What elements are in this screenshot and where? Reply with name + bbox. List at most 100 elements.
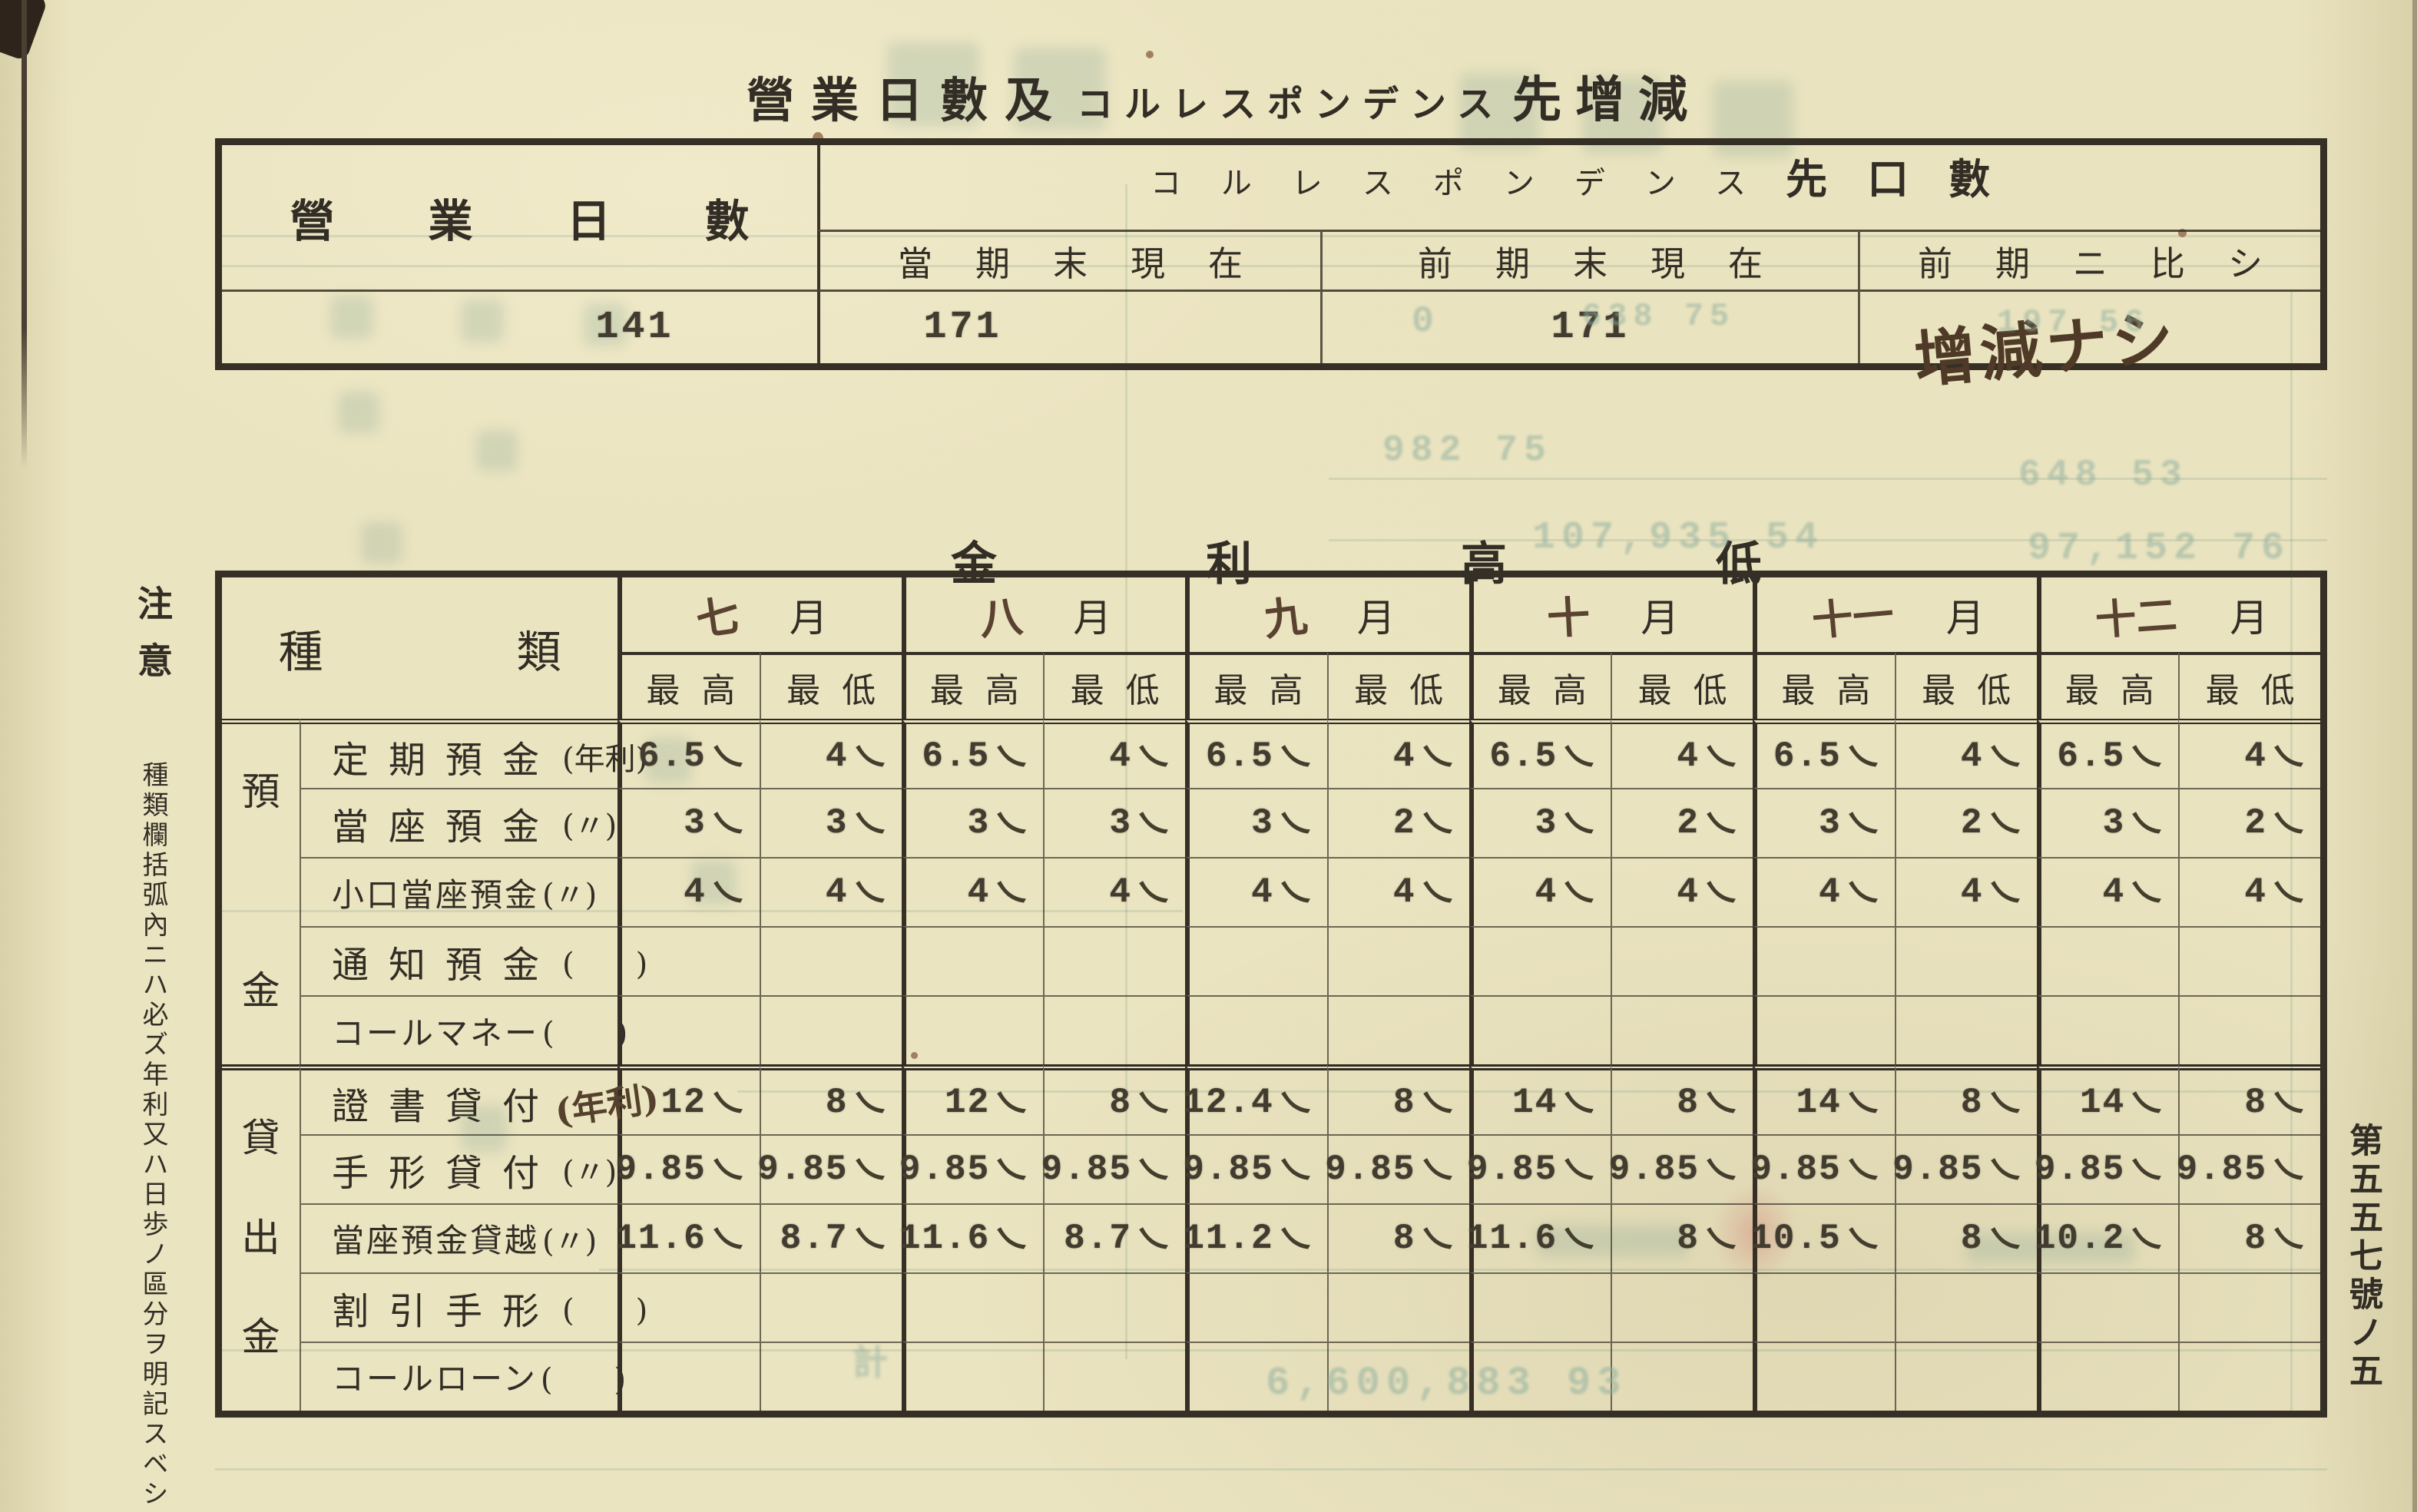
rate-cell-r6-m3-low: 9.85 ノ (1609, 1133, 1753, 1203)
rate-value: 4 (1819, 872, 1842, 913)
row-paren: (〃) (562, 809, 617, 845)
rate-value: 9.85 (1892, 1149, 1984, 1189)
rate-cell-r9-m0-high (617, 1341, 760, 1411)
subheader-high-m5: 最高 (2036, 652, 2179, 719)
month-numeral-handwritten: 十二 (2094, 591, 2179, 645)
rate-value: 8 (2244, 1082, 2267, 1123)
handwritten-rate-tick: ノ (1557, 1216, 1601, 1263)
handwritten-rate-tick: ノ (2266, 1080, 2310, 1127)
handwritten-rate-tick: ノ (1699, 801, 1743, 848)
month-suffix: 月 (1641, 595, 1680, 640)
rate-value: 8 (1109, 1082, 1132, 1123)
rate-cell-r5-m4-high: 14 ノ (1753, 1064, 1895, 1134)
rate-value: 9.85 (1041, 1149, 1132, 1189)
rate-cell-r0-m2-high: 6.5 ノ (1185, 719, 1327, 789)
handwritten-rate-tick: ノ (706, 870, 749, 918)
rate-cell-r4-m4-low (1894, 995, 2037, 1065)
row-label-0: 定期預金 (年利) (300, 719, 647, 789)
handwritten-rate-tick: ノ (989, 870, 1033, 918)
rate-value: 12.4 (1183, 1082, 1274, 1123)
subheader-high-m1: 最高 (901, 652, 1044, 719)
rate-cell-r8-m4-low (1894, 1272, 2037, 1342)
rate-cell-r3-m0-low (759, 926, 902, 996)
month-suffix: 月 (789, 595, 828, 640)
month-suffix: 月 (1073, 595, 1112, 640)
type-header-cell: 種類 (222, 577, 617, 719)
rate-value: 4 (825, 736, 849, 776)
showthrough-blob (461, 1106, 507, 1152)
business-days-value-cell: 141 (222, 289, 817, 363)
rate-cell-r4-m5-high (2036, 995, 2179, 1065)
previous-end-value: 171 (1551, 306, 1630, 349)
subheader-label: 最低 (1354, 670, 1465, 710)
rate-value: 4 (1392, 736, 1416, 776)
correspondents-label-kanji: 先口數 (1786, 154, 2031, 203)
handwritten-rate-tick: ノ (1557, 1146, 1601, 1194)
handwritten-rate-tick: ノ (1699, 733, 1743, 781)
rate-cell-r0-m5-high: 6.5 ノ (2036, 719, 2179, 789)
rate-value: 9.85 (1466, 1149, 1558, 1189)
handwritten-rate-tick: ノ (1557, 870, 1601, 918)
showthrough-line (1329, 478, 2327, 480)
handwritten-rate-tick: ノ (1841, 1146, 1884, 1194)
handwritten-rate-tick: ノ (2124, 801, 2168, 848)
rate-value: 12 (945, 1082, 991, 1123)
handwritten-rate-tick: ノ (2266, 870, 2310, 918)
rate-value: 2 (1960, 803, 1984, 844)
showthrough-line (215, 235, 2327, 237)
handwritten-rate-tick: ノ (1415, 733, 1458, 781)
handwritten-rate-tick: ノ (2266, 1216, 2310, 1263)
handwritten-rate-tick: ノ (2124, 1146, 2168, 1194)
handwritten-rate-tick: ノ (1273, 801, 1316, 848)
rate-cell-r3-m2-high (1185, 926, 1327, 996)
rate-cell-r9-m2-low (1326, 1341, 1469, 1411)
rate-cell-r3-m0-high (617, 926, 760, 996)
handwritten-rate-tick: ノ (1841, 870, 1884, 918)
handwritten-rate-tick: ノ (1983, 801, 2026, 848)
page-title-kanji-lead: 營業日數及 (747, 72, 1070, 129)
handwritten-rate-tick: ノ (848, 870, 891, 918)
showthrough-blob (361, 522, 402, 564)
scan-edge-shadow (2412, 0, 2417, 1512)
page-title-katakana: コルレスポンデンス (1077, 84, 1505, 127)
handwritten-rate-tick: ノ (989, 733, 1033, 781)
handwritten-rate-tick: ノ (1273, 1216, 1316, 1263)
month-numeral-handwritten: 九 (1260, 590, 1310, 647)
row-label-text: コールマネー (332, 1014, 540, 1052)
rate-cell-r6-m4-low: 9.85 ノ (1892, 1133, 2037, 1203)
showthrough-blob (1014, 48, 1106, 131)
showthrough-text: 638 75 (1582, 298, 1736, 335)
showthrough-line (1125, 184, 1127, 1359)
rate-cell-r3-m2-low (1326, 926, 1469, 996)
group-char: 金 (241, 1314, 280, 1359)
handwritten-rate-tick: ノ (848, 1216, 891, 1263)
rate-value: 4 (825, 872, 849, 913)
scan-edge-line (22, 0, 27, 468)
handwritten-rate-tick: ノ (848, 733, 891, 781)
row-label-5: 證書貸付 (年利) (300, 1064, 661, 1134)
row-label-text: 證書貸付 (332, 1084, 560, 1128)
rate-value: 6.5 (1489, 736, 1558, 776)
row-paren: (〃) (562, 1154, 617, 1190)
subheader-label: 最高 (2064, 670, 2176, 710)
handwritten-rate-tick: ノ (1131, 801, 1175, 848)
handwritten-rate-tick: ノ (706, 1216, 749, 1263)
rate-cell-r6-m1-high: 9.85 ノ (899, 1133, 1044, 1203)
rate-cell-r3-m3-low (1611, 926, 1753, 996)
handwritten-rate-tick: ノ (989, 1080, 1033, 1127)
rate-cell-r8-m3-low (1611, 1272, 1753, 1342)
rate-value: 6.5 (2057, 736, 2126, 776)
